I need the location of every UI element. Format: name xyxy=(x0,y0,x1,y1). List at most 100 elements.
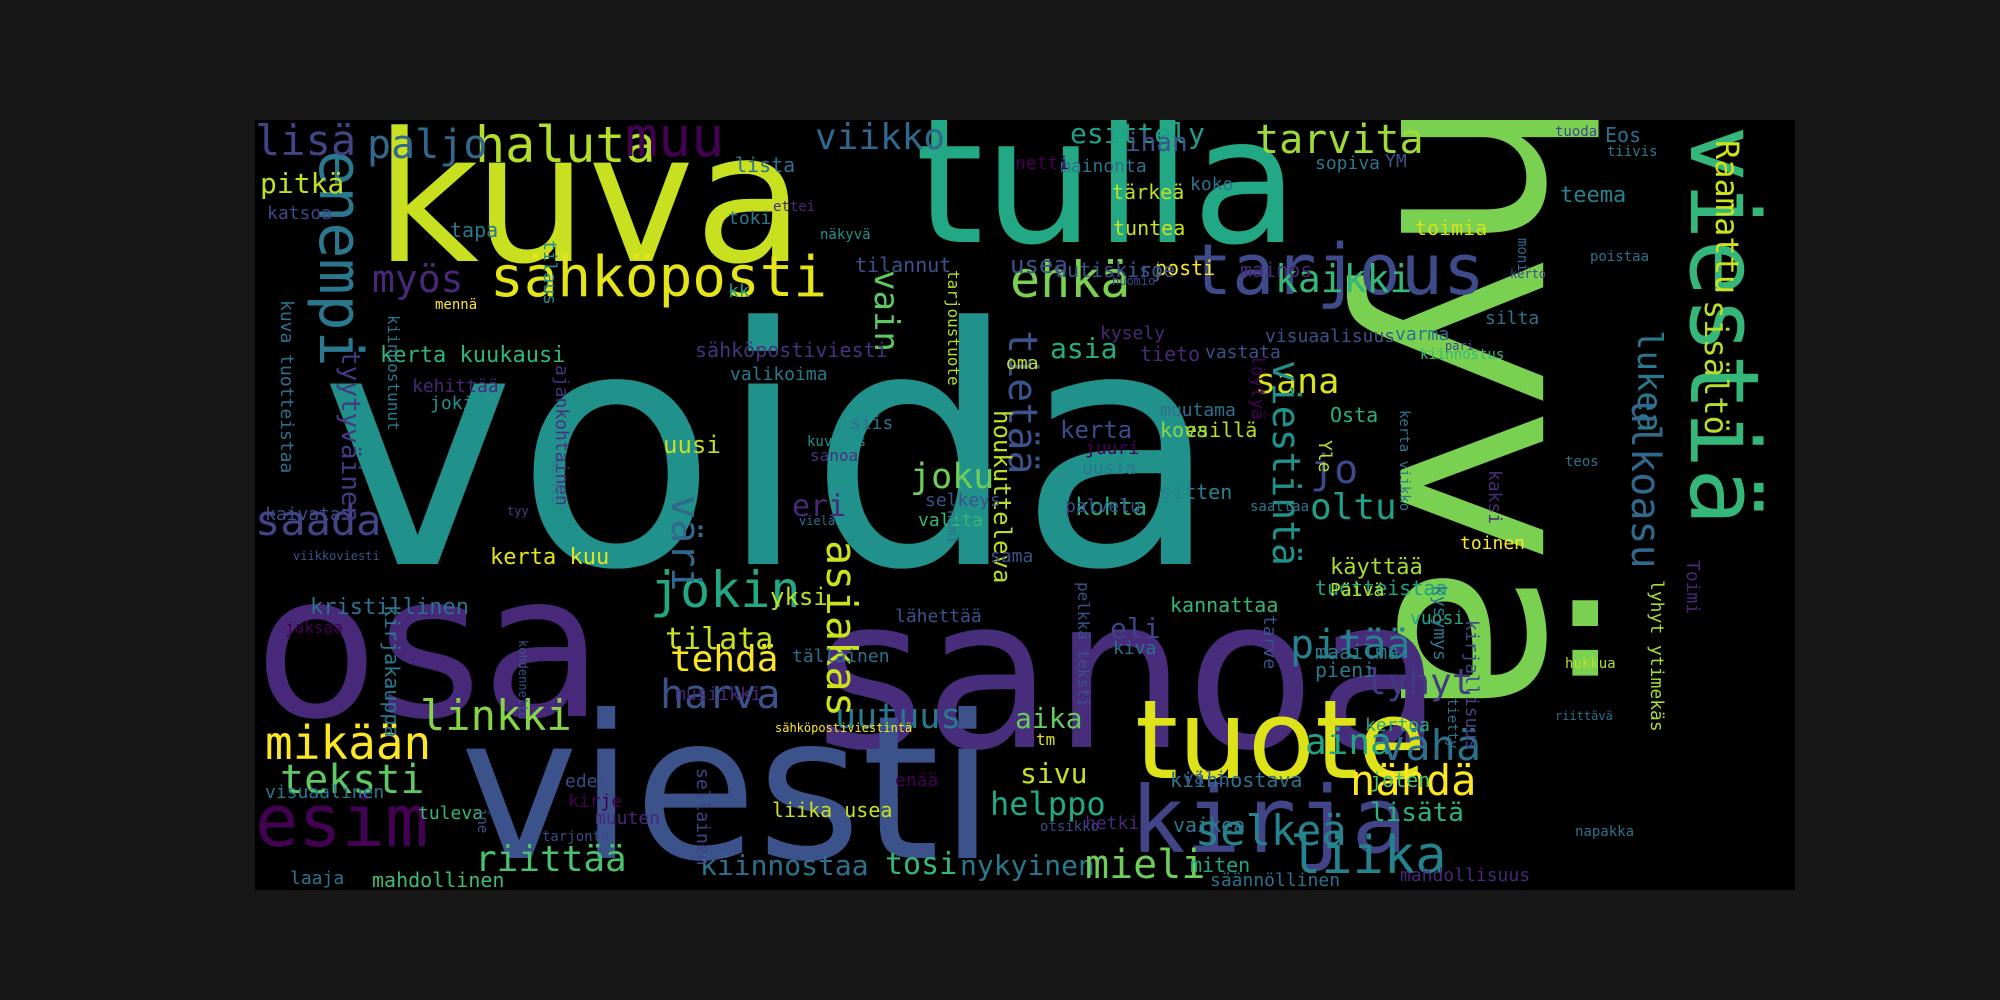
word-aika: aika xyxy=(1015,702,1083,735)
word-tuoda: tuoda xyxy=(1555,124,1598,140)
word-kysymys: kysymys xyxy=(1429,585,1450,661)
word-kuva-tuotteistaa: kuva tuotteistaa xyxy=(276,300,297,474)
word-ym: YM xyxy=(1385,151,1407,172)
word-lyhyt-ytimekas: lyhyt ytimekäs xyxy=(1646,580,1667,732)
word-tulla: tulla xyxy=(915,120,1300,284)
word-sahkopostiviestinta: sähköpostiviestintä xyxy=(775,721,913,735)
word-pari: pari xyxy=(1445,339,1474,353)
word-poistaa: poistaa xyxy=(1590,249,1650,265)
word-helppo: helppo xyxy=(990,785,1106,823)
word-viesti: viesti xyxy=(460,673,996,890)
word-cloud: voida hyvä sanoa osa viesti kuva tulla tuote vie… xyxy=(255,120,1795,890)
word-kirja: kirja xyxy=(1130,767,1407,874)
word-sanoa-small: sanoa xyxy=(810,446,859,465)
word-sisalto: sisältö xyxy=(1697,300,1735,435)
word-riittaa: riittää xyxy=(475,839,627,880)
word-laaja: laaja xyxy=(290,868,345,889)
word-nakyva: näkyvä xyxy=(820,227,871,243)
word-asiakas: asiakas xyxy=(817,540,866,718)
word-ulkoasu: ulkoasu xyxy=(1622,400,1668,569)
word-jne: jne xyxy=(474,808,490,834)
word-hukkua: hukkua xyxy=(1565,656,1616,672)
word-eli: eli xyxy=(1110,612,1161,645)
word-kaksi: kaksi xyxy=(1484,470,1505,525)
word-jo: jo xyxy=(1310,447,1359,493)
word-myos: myös xyxy=(372,257,464,301)
word-iso: iso xyxy=(1127,258,1164,282)
word-selkeys: selkeys xyxy=(925,490,1001,511)
word-kayttaa: käyttää xyxy=(1330,555,1423,580)
word-usea: usea xyxy=(1010,251,1068,279)
word-katsoa: katsoa xyxy=(267,203,333,224)
word-uutuus: uutuus xyxy=(835,697,962,737)
word-kerta-viikko: kerta viikko xyxy=(1396,410,1412,512)
word-lisa: lisä xyxy=(255,120,357,165)
word-osa: osa xyxy=(255,531,605,764)
word-viikko: viikko xyxy=(815,120,946,158)
word-ihminen: ihminen xyxy=(959,784,978,852)
word-kk: kk xyxy=(728,281,750,302)
word-kuvitus: kuvitus xyxy=(807,434,867,450)
word-sitten: sitten xyxy=(1160,480,1233,504)
word-posti: posti xyxy=(1155,256,1216,280)
word-kiinnostaa: kiinnostaa xyxy=(700,849,869,882)
word-saannollinen: säännöllinen xyxy=(1210,870,1341,890)
word-ihan: ihan xyxy=(1125,128,1188,158)
word-oltu: oltu xyxy=(1310,487,1397,528)
word-kannattaa: kannattaa xyxy=(1170,593,1279,617)
word-tarjous: tarjous xyxy=(1190,229,1486,311)
word-vastata: vastata xyxy=(1205,342,1281,363)
word-selkea: selkeä xyxy=(1195,806,1347,855)
word-kiinnostava: kiinnostava xyxy=(1170,768,1303,792)
word-kerta-kuukausi: kerta kuukausi xyxy=(380,343,566,368)
word-tarkea: tärkeä xyxy=(1112,180,1185,204)
word-voida: voida xyxy=(320,258,1221,642)
word-yksi: yksi xyxy=(770,583,828,611)
word-kertoa: kertoa xyxy=(1365,715,1431,736)
word-vaikea: vaikea xyxy=(1173,813,1246,837)
word-tilaus: tilaus xyxy=(539,240,560,306)
word-sahkoposti: sähköposti xyxy=(490,245,828,310)
word-uusia: uusia xyxy=(1082,458,1137,479)
word-sellainen: sellainen xyxy=(692,768,713,866)
word-tarjoustuote: tarjoustuote xyxy=(944,270,963,386)
word-kohta: kohta xyxy=(1075,493,1148,521)
word-palvelu: palvelu xyxy=(1065,496,1141,517)
word-mikaan: mikään xyxy=(265,716,432,770)
word-tuotteistaa: tuotteistaa xyxy=(1315,576,1448,600)
word-tuote: tuote xyxy=(1135,676,1426,804)
word-teksti: teksti xyxy=(280,757,425,803)
word-vuosi: vuosi xyxy=(1410,608,1465,629)
word-kaikki: kaikki xyxy=(1275,257,1413,301)
word-haluta: haluta xyxy=(475,120,656,174)
word-viikkoviesti: viikkoviesti xyxy=(293,549,380,563)
word-tosi: tosi xyxy=(885,847,958,882)
word-joku: joku xyxy=(910,457,995,497)
word-kohdennettu: kohdennettu xyxy=(516,640,530,720)
word-silta: silta xyxy=(1485,308,1540,329)
word-lisata: lisätä xyxy=(1370,798,1464,828)
word-pelkka-teksti: pelkkä teksti xyxy=(1074,582,1093,708)
word-teos: teos xyxy=(1565,454,1599,470)
word-juuri: juuri xyxy=(1085,438,1140,459)
word-tuntea: tuntea xyxy=(1113,216,1186,240)
word-kiva: kiva xyxy=(1113,638,1157,659)
word-pitaa: pitää xyxy=(1290,622,1411,668)
word-eos: Eos xyxy=(1605,123,1642,147)
word-nahda: nähdä xyxy=(1350,756,1477,805)
word-liika-usea: liika usea xyxy=(772,798,893,822)
word-kiinnostus: kiinnostus xyxy=(1420,347,1505,363)
word-nykyinen: nykyinen xyxy=(960,849,1095,882)
word-lista: lista xyxy=(735,153,796,177)
word-sopiva: sopiva xyxy=(1315,153,1381,174)
word-tietty: tietty xyxy=(1444,698,1460,749)
word-tuleva: tuleva xyxy=(418,803,484,824)
word-visuaalinen: visuaalinen xyxy=(265,782,385,803)
word-valita: valita xyxy=(918,510,984,531)
word-lyhyt: lyhyt xyxy=(1365,662,1474,703)
word-kova: kova xyxy=(1160,418,1209,442)
word-eri: eri xyxy=(792,489,847,524)
word-ettei: ettei xyxy=(773,199,816,215)
word-tyytyvainen: tyytyväinen xyxy=(335,350,365,523)
word-tyy: tyy xyxy=(507,504,529,518)
